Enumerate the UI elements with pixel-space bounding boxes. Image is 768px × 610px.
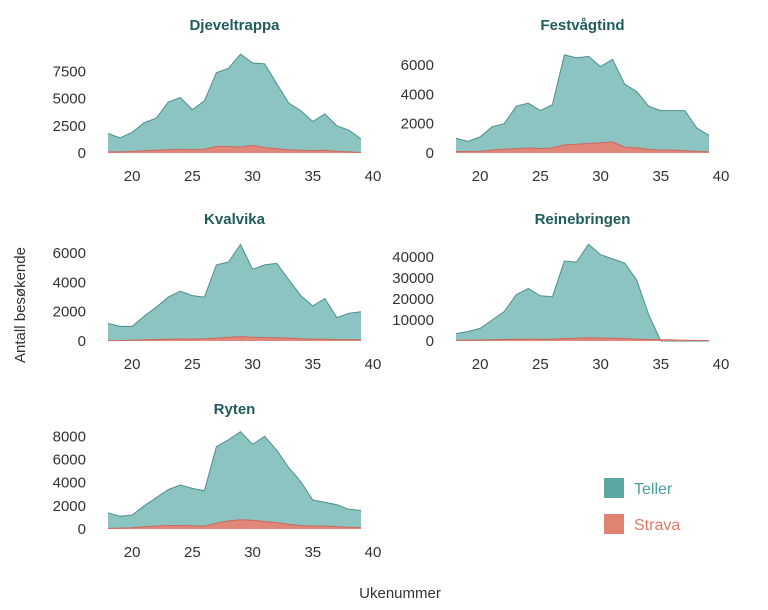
y-tick-label: 4000: [53, 475, 86, 492]
x-tick-label: 35: [652, 356, 669, 373]
panel-festv-gtind: Festvågtind 0 2000 4000 6000 20 25 30 35 40: [401, 17, 730, 185]
line-strava: [107, 519, 362, 529]
x-tick-label: 25: [184, 356, 201, 373]
legend-swatch-teller: [604, 478, 624, 498]
panel-title: Festvågtind: [540, 17, 624, 34]
line-teller: [107, 430, 362, 517]
panel-title: Djeveltrappa: [189, 17, 280, 34]
y-tick-label: 0: [78, 145, 86, 162]
area-strava: [108, 519, 361, 529]
line-teller: [455, 54, 710, 142]
x-tick-label: 40: [713, 168, 730, 185]
y-tick-label: 4000: [53, 274, 86, 291]
area-strava: [108, 145, 361, 153]
area-strava: [456, 142, 709, 153]
line-teller: [107, 243, 362, 327]
x-tick-label: 40: [365, 356, 382, 373]
x-tick-label: 30: [244, 168, 261, 185]
x-tick-label: 35: [652, 168, 669, 185]
y-tick-label: 6000: [53, 451, 86, 468]
line-strava: [455, 337, 710, 342]
x-tick-label: 35: [304, 544, 321, 561]
x-tick-label: 35: [304, 356, 321, 373]
area-strava: [108, 336, 361, 341]
y-tick-label: 8000: [53, 428, 86, 445]
y-axis-label: Antall besøkende: [12, 247, 29, 363]
area-teller: [108, 431, 361, 529]
legend-label-teller: Teller: [634, 481, 673, 498]
y-tick-label: 10000: [392, 312, 434, 329]
y-tick-label: 2000: [53, 498, 86, 515]
y-tick-label: 30000: [392, 270, 434, 287]
y-tick-label: 2000: [53, 304, 86, 321]
x-tick-label: 25: [532, 168, 549, 185]
x-tick-label: 40: [365, 544, 382, 561]
x-axis-label: Ukenummer: [359, 585, 441, 602]
y-tick-label: 4000: [401, 86, 434, 103]
panel-ryten: Ryten 0 2000 4000 6000 8000 20 25 30 35 40: [53, 401, 382, 561]
x-tick-label: 25: [532, 356, 549, 373]
area-teller: [456, 244, 709, 341]
y-tick-label: 0: [78, 333, 86, 350]
area-teller: [456, 54, 709, 153]
line-strava: [456, 141, 710, 153]
y-tick-label: 0: [78, 521, 86, 538]
x-tick-label: 40: [365, 168, 382, 185]
x-tick-label: 35: [304, 168, 321, 185]
y-tick-label: 5000: [53, 91, 86, 108]
panel-title: Kvalvika: [204, 211, 266, 228]
legend: Teller Strava: [604, 478, 680, 534]
x-tick-label: 20: [472, 168, 489, 185]
x-tick-label: 30: [244, 356, 261, 373]
panel-title: Ryten: [214, 401, 256, 418]
x-tick-label: 20: [124, 356, 141, 373]
y-tick-label: 0: [426, 333, 434, 350]
area-teller: [108, 54, 361, 154]
line-strava: [108, 144, 362, 153]
y-tick-label: 2000: [401, 116, 434, 133]
y-tick-label: 20000: [392, 291, 434, 308]
x-tick-label: 20: [124, 168, 141, 185]
y-tick-label: 7500: [53, 64, 86, 81]
panel-kvalvika: Kvalvika 0 2000 4000 6000 20 25 30 35 40: [53, 211, 382, 373]
x-tick-label: 30: [592, 168, 609, 185]
x-tick-label: 40: [713, 356, 730, 373]
line-teller: [107, 53, 362, 140]
x-tick-label: 20: [124, 544, 141, 561]
legend-swatch-strava: [604, 514, 624, 534]
panel-title: Reinebringen: [535, 211, 631, 228]
x-tick-label: 25: [184, 544, 201, 561]
y-tick-label: 40000: [392, 249, 434, 266]
line-strava: [108, 336, 361, 342]
panel-reinebringen: Reinebringen 0 10000 20000 30000 40000 20 25 30 3…: [392, 211, 729, 373]
y-tick-label: 6000: [53, 245, 86, 262]
x-tick-label: 30: [592, 356, 609, 373]
area-teller: [108, 244, 361, 341]
y-tick-label: 0: [426, 145, 434, 162]
x-tick-label: 20: [472, 356, 489, 373]
legend-label-strava: Strava: [634, 517, 680, 534]
y-tick-label: 2500: [53, 118, 86, 135]
panel-djeveltrappa: Djeveltrappa 0 2500 5000 7500 20 25 30 35 40: [53, 17, 382, 185]
x-tick-label: 25: [184, 168, 201, 185]
area-strava: [456, 337, 709, 341]
y-tick-label: 6000: [401, 57, 434, 74]
x-tick-label: 30: [244, 544, 261, 561]
